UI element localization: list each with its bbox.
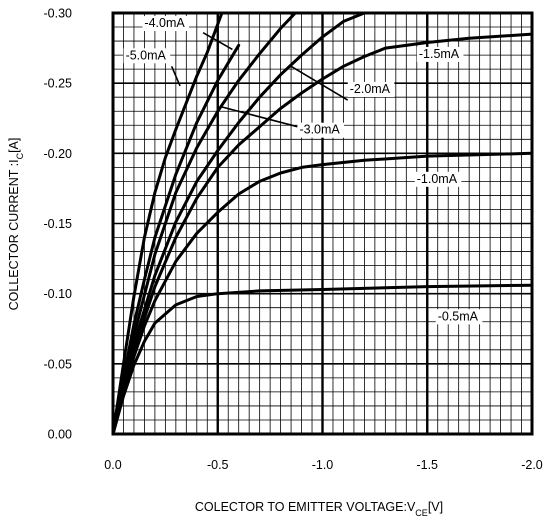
x-tick-label: -1.5 (416, 458, 438, 472)
series-label-1: -0.5mA (438, 309, 479, 323)
plot-frame (111, 11, 534, 436)
y-axis-title: COLLECTOR CURRENT :IC[A] (7, 138, 25, 311)
series-label-3: -1.5mA (419, 47, 460, 61)
x-axis-title-unit: [V] (428, 500, 443, 514)
series-label-bg (414, 171, 462, 187)
curve-layer (113, 13, 532, 434)
y-tick-label: -0.25 (44, 77, 73, 91)
x-tick-label: -0.5 (207, 458, 229, 472)
curve-3 (113, 32, 532, 434)
curve-6 (113, 43, 241, 434)
series-label-bg (123, 48, 171, 64)
series-label-2: -1.0mA (417, 172, 458, 186)
annotation-leader-line (170, 66, 181, 87)
x-axis-title: COLECTOR TO EMITTER VOLTAGE:VCE[V] (195, 500, 443, 518)
annotation-leader-line (290, 65, 349, 101)
curve-1 (113, 283, 532, 434)
y-tick-label: 0.00 (48, 428, 72, 442)
x-axis-title-main: COLECTOR TO EMITTER VOLTAGE:V (195, 500, 416, 514)
tick-layer: 0.0 -0.5 -1.0 -1.5 -2.0 0.00 -0.05 -0.10 -0.15 -0… (44, 7, 543, 473)
series-label-7: -5.0mA (126, 48, 167, 62)
y-tick-label: -0.20 (44, 147, 73, 161)
y-axis-title-main: COLLECTOR CURRENT :I (7, 159, 21, 310)
curve-5 (113, 13, 297, 434)
annotation-leader-line (202, 31, 233, 51)
series-label-bg (142, 16, 190, 32)
y-axis-title-sub: C (15, 152, 25, 159)
series-label-5: -3.0mA (299, 123, 340, 137)
y-tick-label: -0.05 (44, 357, 73, 371)
series-label-bg (347, 81, 395, 97)
x-axis-title-sub: CE (415, 508, 428, 518)
series-label-bg (297, 122, 345, 138)
frame-layer (111, 11, 534, 436)
x-tick-label: 0.0 (104, 458, 121, 472)
y-tick-label: -0.10 (44, 287, 73, 301)
y-tick-label: -0.30 (44, 7, 73, 21)
curve-7 (113, 13, 224, 434)
x-tick-label: -1.0 (312, 458, 334, 472)
series-label-bg (435, 309, 483, 325)
y-tick-label: -0.15 (44, 217, 73, 231)
annotation-leader-line (221, 106, 298, 128)
curve-4 (113, 13, 366, 434)
curve-2 (113, 151, 532, 434)
y-axis-title-unit: [A] (7, 138, 21, 153)
x-tick-label: -2.0 (521, 458, 543, 472)
series-label-4: -2.0mA (350, 82, 391, 96)
label-layer: -0.5mA -1.0mA -1.5mA -2.0mA -3.0mA -4.0mA -5.0… (123, 16, 483, 325)
series-label-bg (416, 46, 464, 62)
series-label-6: -4.0mA (144, 16, 185, 30)
